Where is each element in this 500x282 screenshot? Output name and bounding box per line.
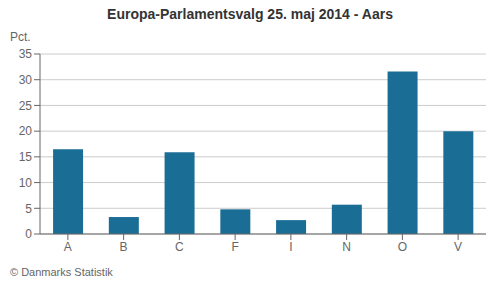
svg-text:25: 25 (19, 99, 33, 113)
svg-text:15: 15 (19, 150, 33, 164)
html-text:Pct.: Pct. (10, 30, 31, 44)
svg-text:5: 5 (25, 202, 32, 216)
svg-text:10: 10 (19, 176, 33, 190)
svg-text:0: 0 (25, 227, 32, 241)
svg-text:V: V (454, 240, 462, 254)
svg-text:30: 30 (19, 73, 33, 87)
svg-text:F: F (231, 240, 238, 254)
svg-text:O: O (398, 240, 407, 254)
svg-text:B: B (120, 240, 128, 254)
svg-text:20: 20 (19, 124, 33, 138)
svg-text:N: N (342, 240, 351, 254)
svg-text:C: C (175, 240, 184, 254)
svg-text:A: A (64, 240, 72, 254)
svg-text:35: 35 (19, 47, 33, 61)
html-text:Europa-Parlamentsvalg 25. maj: Europa-Parlamentsvalg 25. maj 2014 - Aar… (107, 6, 393, 22)
html-text:© Danmarks Statistik: © Danmarks Statistik (10, 266, 113, 278)
svg-text:I: I (289, 240, 292, 254)
